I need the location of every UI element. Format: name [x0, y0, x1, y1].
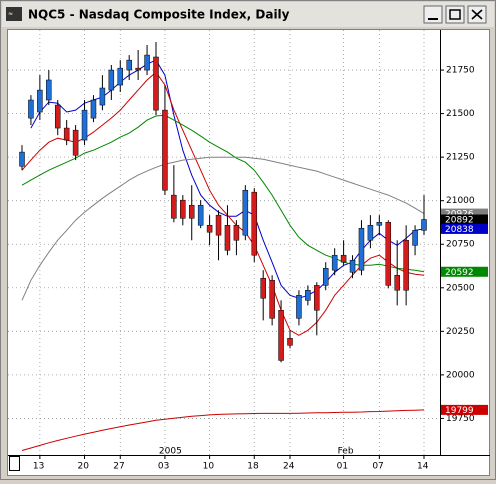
candle-body: [46, 79, 52, 101]
candle-body: [251, 191, 258, 256]
moving-average-line: [21, 156, 425, 301]
y-tick-label: 20500: [446, 283, 475, 293]
candle-body: [322, 268, 329, 286]
candle-body: [180, 199, 186, 219]
candle-body: [296, 295, 302, 319]
candle-body: [349, 260, 356, 273]
moving-average-line: [21, 71, 425, 336]
y-tick-label: 21250: [446, 153, 475, 163]
candle-body: [394, 274, 400, 291]
y-tick-label: 19750: [446, 414, 475, 424]
y-tick-label: 20000: [446, 370, 475, 380]
candle-body: [90, 99, 97, 119]
x-tick-label: 24: [283, 462, 295, 472]
candle-body: [224, 225, 231, 251]
candle-body: [421, 219, 427, 231]
candle-body: [99, 87, 106, 106]
x-tick-label: 01: [337, 462, 348, 472]
candle-body: [28, 99, 34, 119]
candle-body: [153, 56, 159, 111]
last-value-tag: [441, 266, 488, 277]
y-tick-label: 21750: [446, 66, 475, 76]
candle-body: [19, 151, 25, 167]
x-tick-label: 20: [78, 462, 90, 472]
candle-body: [188, 204, 195, 219]
title-bar: [2, 2, 494, 27]
last-value-tag-label: 20592: [445, 268, 474, 278]
y-tick-label: 20750: [446, 240, 475, 250]
candle-body: [108, 69, 115, 91]
moving-average-line: [21, 114, 425, 273]
candle-body: [287, 338, 293, 346]
moving-average-line: [21, 409, 425, 451]
x-tick-label: 13: [33, 462, 44, 472]
candle-body: [81, 109, 88, 141]
last-value-tag-label: 20838: [445, 225, 474, 235]
x-tick-label: 10: [203, 462, 215, 472]
candle-body: [72, 129, 79, 156]
y-tick-label: 21500: [446, 109, 475, 119]
x-tick-label: 27: [113, 462, 124, 472]
plot: 19750 20000 20250 20500 20750 21000 21250 21500…: [8, 30, 488, 472]
app-icon-glyph: ≈: [8, 11, 13, 18]
minimize-button[interactable]: [423, 5, 443, 24]
y-tick-label: 20250: [446, 327, 475, 337]
window-title: NQC5 - Nasdaq Composite Index, Daily: [28, 8, 290, 22]
last-value-tag: [441, 223, 488, 234]
x-tick-label: 18: [247, 462, 259, 472]
candle-body: [260, 277, 266, 299]
candle-body: [215, 214, 222, 236]
corner-box[interactable]: [9, 456, 20, 471]
candle-body: [269, 280, 275, 319]
candle-body: [54, 104, 61, 129]
period-label: 2005: [159, 447, 182, 457]
candle-body: [278, 310, 284, 361]
candle-body: [403, 239, 409, 291]
candle-body: [233, 225, 240, 241]
last-price-tag: [441, 214, 488, 225]
last-price-tag-label: 20892: [445, 216, 474, 226]
close-button[interactable]: [467, 5, 487, 24]
candle-body: [242, 189, 249, 236]
maximize-button[interactable]: [445, 5, 465, 24]
candle-body: [385, 222, 392, 286]
candle-body: [126, 59, 132, 71]
candle-body: [37, 89, 43, 113]
candle-body: [206, 225, 213, 233]
candle-body: [171, 194, 177, 219]
candle-body: [197, 204, 204, 226]
last-value-tag: [441, 404, 488, 415]
period-label: Feb: [338, 447, 354, 457]
candle-body: [340, 254, 347, 263]
candle-body: [314, 285, 320, 311]
candle-body: [358, 227, 365, 271]
chart-area: [7, 29, 490, 476]
candle-body: [162, 109, 168, 191]
candle-body: [305, 289, 311, 301]
candle-body: [63, 127, 70, 141]
x-tick-label: 07: [372, 462, 383, 472]
candle-body: [367, 225, 374, 241]
last-value-tag-label: 19799: [445, 406, 474, 416]
candle-body: [135, 67, 141, 71]
app-icon: [6, 7, 22, 21]
x-tick-label: 03: [158, 462, 169, 472]
candle-body: [376, 222, 383, 226]
last-value-tag: [441, 208, 488, 219]
y-tick-label: 21000: [446, 196, 475, 206]
candle-body: [144, 54, 150, 71]
candle-body: [117, 67, 124, 86]
x-tick-label: 14: [417, 462, 429, 472]
candle-body: [331, 254, 338, 271]
candle-body: [412, 230, 418, 246]
